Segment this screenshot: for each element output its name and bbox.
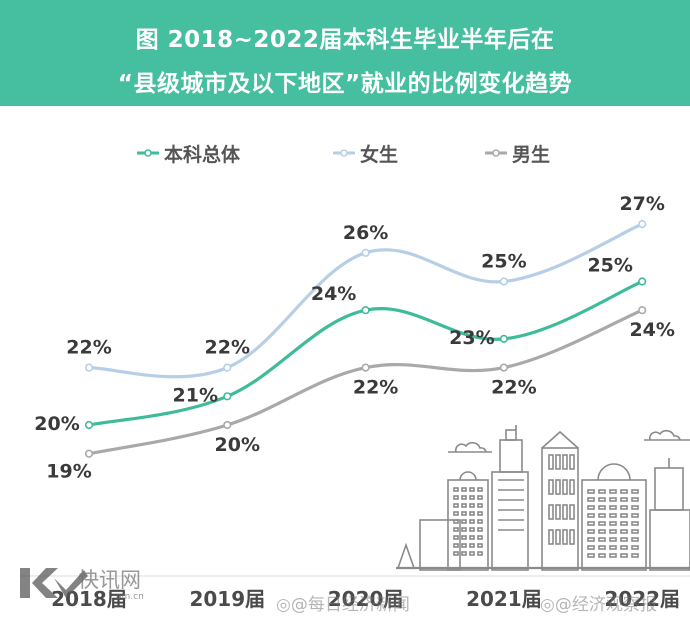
x-tick-label: 2019届	[189, 587, 265, 611]
data-label: 20%	[34, 413, 79, 435]
series-0: 20% 21% 24% 23% 25%	[34, 255, 647, 435]
weibo-watermark-text: @每日经济新闻	[290, 595, 410, 615]
x-tick-label: 2021届	[466, 587, 542, 611]
legend-point-marker	[340, 149, 348, 157]
data-point	[223, 392, 232, 401]
data-label: 22%	[66, 337, 111, 359]
data-label: 21%	[173, 384, 218, 406]
weibo-icon: ◎	[540, 595, 555, 615]
kuaixun-logo-text: 快讯网	[78, 568, 141, 592]
legend-label: 本科总体	[164, 143, 241, 166]
data-point	[638, 277, 647, 286]
data-point	[223, 363, 232, 372]
data-point	[638, 306, 647, 315]
legend-label: 男生	[512, 143, 550, 166]
chart-title-line-1: 图 2018~2022届本科生毕业半年后在	[135, 27, 555, 53]
data-label: 27%	[619, 193, 664, 215]
data-label: 20%	[215, 434, 260, 456]
series-2: 19% 20% 22% 22% 24%	[46, 306, 675, 483]
data-label: 23%	[449, 327, 494, 349]
weibo-watermark-1: ◎@每日经济新闻	[276, 590, 410, 615]
data-point	[499, 334, 509, 344]
data-label: 24%	[629, 319, 674, 341]
legend-item-2: 男生	[485, 143, 550, 166]
chart-title-banner: 图 2018~2022届本科生毕业半年后在 “县级城市及以下地区”就业的比例变化…	[0, 0, 690, 106]
data-point	[361, 306, 370, 315]
data-point	[499, 363, 509, 372]
data-label: 22%	[205, 337, 250, 359]
data-point	[638, 220, 647, 229]
city-skyline-illustration	[396, 425, 690, 571]
data-point	[223, 420, 232, 430]
data-label: 22%	[353, 377, 398, 399]
data-label: 26%	[343, 222, 388, 244]
data-label: 24%	[311, 283, 356, 305]
data-point	[499, 277, 509, 286]
weibo-watermark-text: @经济观察报	[554, 595, 657, 615]
data-point	[361, 363, 370, 372]
kuaixun-logo-icon	[20, 568, 88, 598]
data-label: 19%	[46, 461, 91, 483]
x-tick-label: 2020届	[328, 587, 404, 611]
legend-point-marker	[144, 149, 152, 157]
data-point	[84, 420, 94, 430]
chart-title-line-2: “县级城市及以下地区”就业的比例变化趋势	[117, 71, 573, 97]
kuaixun-url-text: om.cn	[116, 592, 144, 602]
series-1: 22% 22% 26% 25% 27%	[66, 193, 665, 379]
legend: 本科总体 女生 男生	[137, 143, 550, 166]
data-label: 22%	[491, 377, 536, 399]
data-label: 25%	[481, 251, 526, 273]
x-tick-label: 2022届	[604, 587, 680, 611]
weibo-watermark-2: ◎@经济观察报	[540, 590, 657, 615]
legend-label: 女生	[360, 143, 398, 166]
weibo-icon: ◎	[276, 595, 291, 615]
legend-point-marker	[492, 149, 500, 157]
series-line	[87, 222, 644, 379]
data-label: 25%	[587, 255, 632, 277]
data-point	[361, 248, 370, 257]
data-point	[84, 449, 94, 458]
data-point	[84, 363, 94, 372]
legend-item-1: 女生	[333, 143, 398, 166]
legend-item-0: 本科总体	[137, 143, 241, 166]
